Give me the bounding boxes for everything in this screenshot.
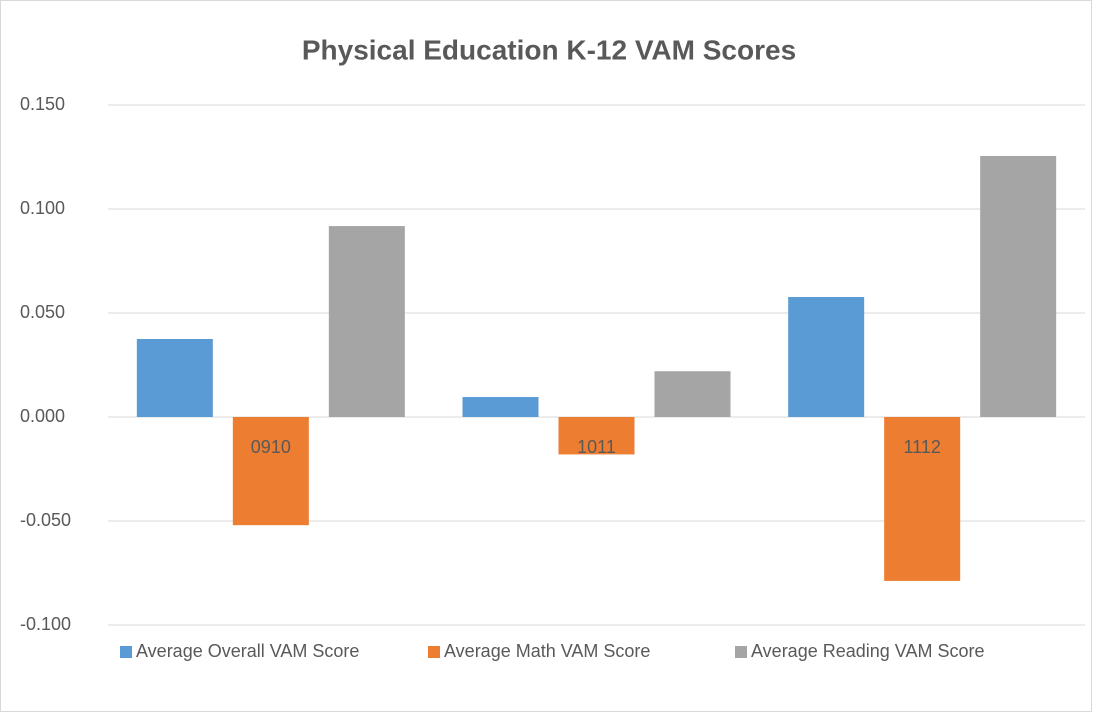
y-tick-label: -0.100 [20, 614, 71, 634]
x-tick-label: 1011 [577, 437, 616, 457]
y-tick-label: 0.050 [20, 302, 65, 322]
bar [136, 339, 213, 417]
legend-swatch [120, 646, 132, 658]
legend-label: Average Overall VAM Score [136, 641, 359, 661]
legend-swatch [428, 646, 440, 658]
y-tick-label: 0.000 [20, 406, 65, 426]
legend-swatch [735, 646, 747, 658]
bar [328, 226, 405, 417]
bar [980, 155, 1057, 417]
y-tick-label: 0.100 [20, 198, 65, 218]
y-tick-label: -0.050 [20, 510, 71, 530]
bar [232, 417, 309, 526]
legend-label: Average Reading VAM Score [751, 641, 984, 661]
bar [788, 296, 865, 417]
legend-label: Average Math VAM Score [444, 641, 650, 661]
bar [884, 417, 961, 581]
x-tick-label: 1112 [903, 437, 940, 457]
y-tick-label: 0.150 [20, 94, 65, 114]
bar [558, 417, 635, 455]
bar [462, 397, 539, 417]
bar [654, 371, 731, 417]
x-tick-label: 0910 [251, 437, 291, 457]
chart-title: Physical Education K-12 VAM Scores [302, 34, 796, 65]
